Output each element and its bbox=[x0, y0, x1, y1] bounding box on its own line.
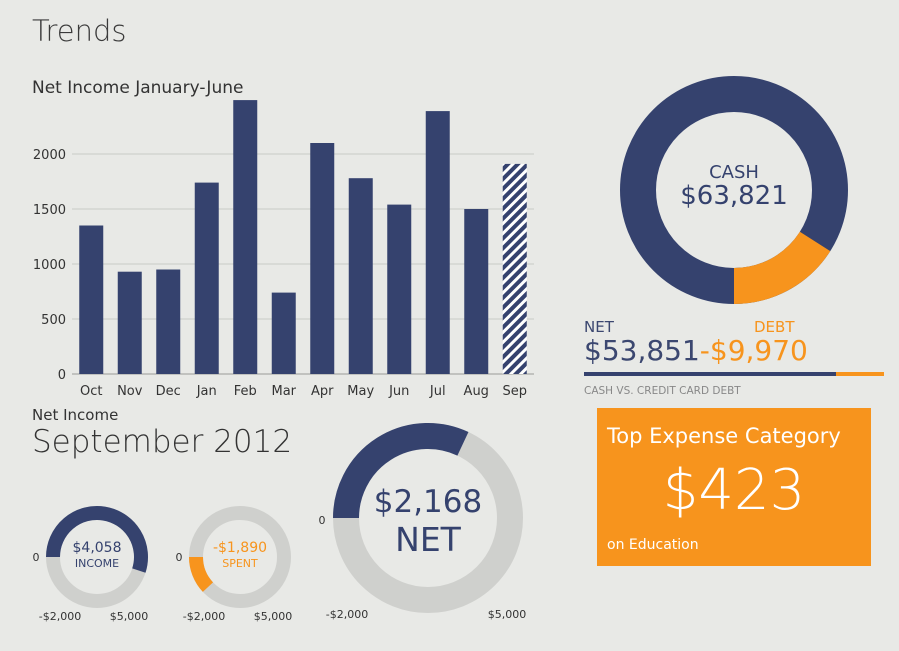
cash-debt-bar bbox=[584, 372, 884, 376]
net-arc bbox=[333, 423, 469, 519]
income-donut[interactable]: $4,058 INCOME 0 -$2,000 $5,000 bbox=[33, 506, 149, 623]
bar-dec[interactable] bbox=[156, 269, 181, 375]
x-tick-label: Sep bbox=[502, 384, 527, 399]
debt-amount: -$9,970 bbox=[699, 334, 808, 367]
net-max-label: $5,000 bbox=[488, 608, 527, 621]
spent-donut[interactable]: -$1,890 SPENT 0 -$2,000 $5,000 bbox=[176, 506, 293, 623]
bar-sep[interactable] bbox=[502, 163, 527, 374]
month-label: September 2012 bbox=[32, 424, 293, 460]
top-expense-category: on Education bbox=[607, 537, 699, 553]
x-tick-label: Jun bbox=[388, 384, 409, 399]
x-tick-label: Feb bbox=[234, 384, 257, 399]
x-tick-label: Aug bbox=[464, 384, 489, 399]
x-tick-label: Oct bbox=[80, 384, 102, 399]
spent-zero-label: 0 bbox=[176, 551, 183, 564]
cash-donut[interactable]: CASH $63,821 bbox=[620, 76, 848, 304]
cash-label: CASH bbox=[709, 162, 759, 183]
net-income-bar-chart: 0 500 1000 1500 2000 Oct Nov Dec Jan Feb Mar Apr May… bbox=[33, 100, 534, 399]
net-amount: $53,851 bbox=[584, 334, 700, 367]
net-label-small: NET bbox=[584, 318, 614, 336]
income-zero-label: 0 bbox=[33, 551, 40, 564]
income-max-label: $5,000 bbox=[110, 610, 149, 623]
bar-oct[interactable] bbox=[79, 225, 104, 375]
bar-jul[interactable] bbox=[425, 111, 450, 374]
income-label: INCOME bbox=[75, 557, 119, 570]
y-tick-label: 2000 bbox=[33, 148, 66, 163]
net-donut[interactable]: $2,168 NET 0 -$2,000 $5,000 bbox=[319, 423, 527, 621]
net-value: $2,168 bbox=[374, 484, 482, 520]
bar-jan[interactable] bbox=[194, 182, 219, 374]
spent-label: SPENT bbox=[222, 557, 258, 570]
spent-arc bbox=[189, 556, 214, 592]
debt-label: DEBT bbox=[754, 318, 795, 336]
income-arc bbox=[46, 506, 148, 573]
net-zero-label: 0 bbox=[319, 514, 326, 527]
bar-mar[interactable] bbox=[271, 292, 296, 374]
cash-bar-fill bbox=[584, 372, 836, 376]
x-tick-label: Apr bbox=[311, 384, 334, 399]
cash-debt-caption: CASH VS. CREDIT CARD DEBT bbox=[584, 385, 741, 397]
top-expense-title: Top Expense Category bbox=[607, 424, 841, 448]
x-tick-label: May bbox=[347, 384, 374, 399]
y-tick-label: 1000 bbox=[33, 258, 66, 273]
x-tick-label: Dec bbox=[156, 384, 181, 399]
x-tick-label: Mar bbox=[271, 384, 296, 399]
net-income-label: Net Income bbox=[32, 406, 119, 424]
top-expense-amount: $423 bbox=[662, 458, 806, 523]
y-tick-label: 1500 bbox=[33, 203, 66, 218]
spent-min-label: -$2,000 bbox=[183, 610, 225, 623]
page-title: Trends bbox=[32, 14, 127, 48]
bar-nov[interactable] bbox=[117, 271, 142, 374]
x-tick-label: Jul bbox=[429, 384, 446, 399]
income-value: $4,058 bbox=[73, 540, 122, 556]
bar-feb[interactable] bbox=[233, 100, 258, 374]
bar-jun[interactable] bbox=[387, 204, 412, 374]
net-debt-amounts: $53,851-$9,970 bbox=[584, 334, 808, 367]
spent-value: -$1,890 bbox=[213, 540, 267, 556]
bar-aug[interactable] bbox=[464, 209, 489, 374]
chart-title: Net Income January-June bbox=[32, 78, 244, 98]
x-tick-label: Jan bbox=[196, 384, 217, 399]
net-label: NET bbox=[395, 520, 462, 559]
y-tick-label: 0 bbox=[58, 368, 66, 383]
y-tick-label: 500 bbox=[41, 313, 66, 328]
net-min-label: -$2,000 bbox=[326, 608, 368, 621]
bar-apr[interactable] bbox=[310, 143, 335, 374]
top-expense-tile[interactable]: Top Expense Category $423 on Education bbox=[597, 408, 871, 566]
x-tick-label: Nov bbox=[117, 384, 143, 399]
debt-arc bbox=[733, 231, 831, 304]
bar-may[interactable] bbox=[348, 178, 373, 374]
spent-max-label: $5,000 bbox=[254, 610, 293, 623]
income-min-label: -$2,000 bbox=[39, 610, 81, 623]
cash-value: $63,821 bbox=[680, 181, 788, 211]
